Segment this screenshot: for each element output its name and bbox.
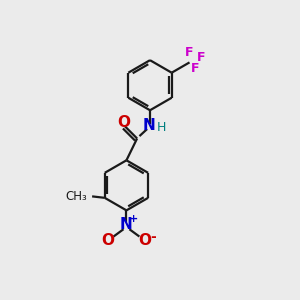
Text: O: O [102, 233, 115, 248]
Text: O: O [138, 233, 151, 248]
Text: +: + [129, 214, 138, 224]
Text: F: F [190, 62, 199, 75]
Text: N: N [120, 217, 133, 232]
Text: H: H [157, 121, 167, 134]
Text: -: - [151, 230, 156, 244]
Text: CH₃: CH₃ [65, 190, 87, 203]
Text: O: O [117, 116, 130, 130]
Text: F: F [185, 46, 193, 59]
Text: F: F [196, 51, 205, 64]
Text: N: N [142, 118, 155, 133]
